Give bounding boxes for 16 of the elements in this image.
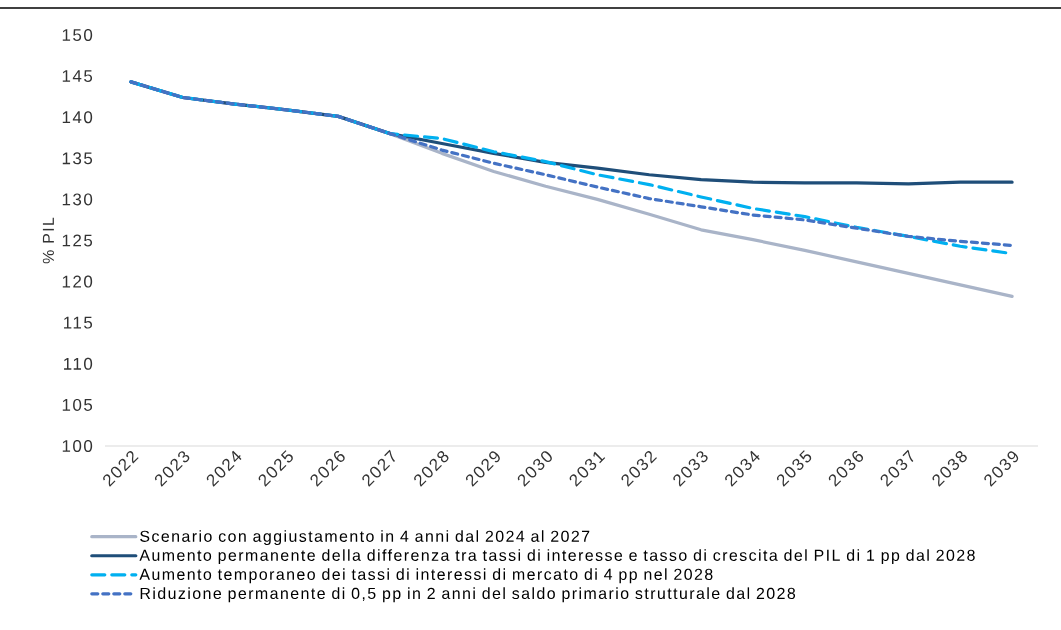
y-tick-label: 105 (62, 398, 93, 411)
y-tick-label: 100 (62, 440, 93, 452)
y-tick-label: 135 (62, 152, 93, 165)
y-tick-label: 125 (62, 234, 93, 247)
legend-label: Riduzione permanente di 0,5 pp in 2 anni del saldo primario strutturale dal 2028 (140, 587, 796, 603)
y-tick-label: 115 (64, 316, 93, 329)
y-tick-label: 130 (62, 193, 93, 206)
y-tick-label: 110 (64, 357, 93, 370)
y-tick-label: 150 (62, 29, 93, 41)
y-tick-label: 140 (62, 111, 93, 124)
y-axis-title: % PIL (42, 217, 54, 264)
y-tick-label: 145 (62, 70, 93, 83)
y-tick-label: 120 (62, 275, 93, 288)
legend-label: Scenario con aggiustamento in 4 anni dal 2024 al 2027 (140, 530, 590, 546)
legend-label: Aumento permanente della differenza tra tassi di interesse e tasso di crescita del PIL di 1 pp dal 2028 (139, 549, 975, 565)
legend-label: Aumento temporaneo dei tassi di interessi di mercato di 4 pp nel 2028 (139, 568, 713, 584)
